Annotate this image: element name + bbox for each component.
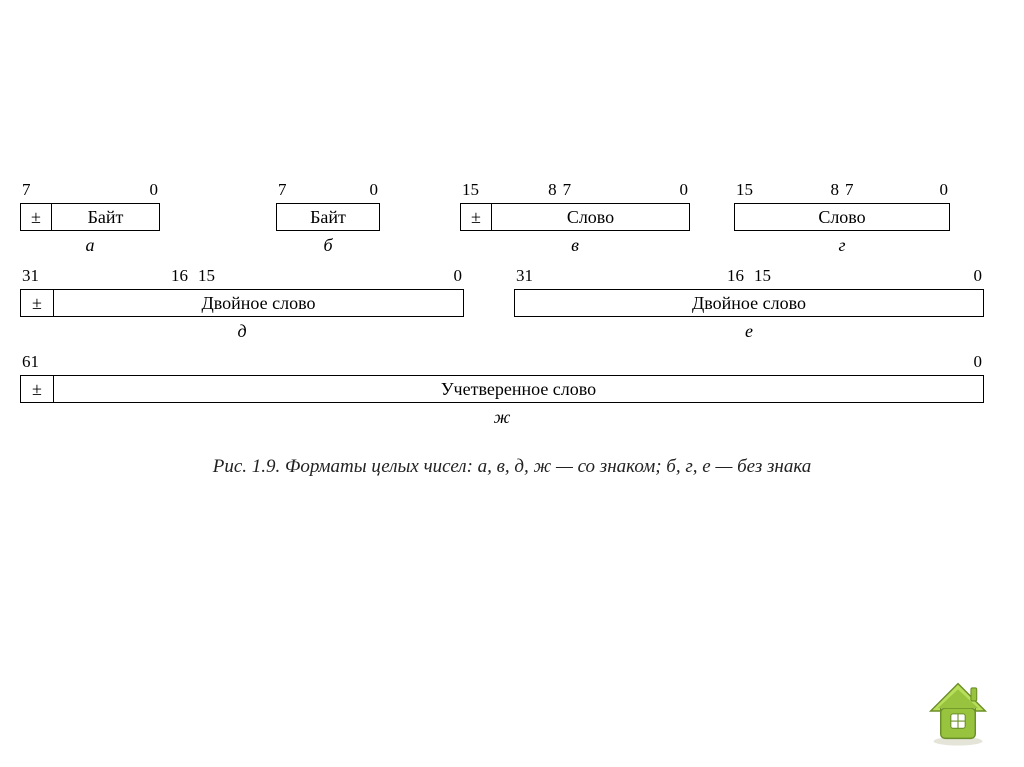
block-f: 31 16 15 0 Двойное слово е: [514, 266, 984, 342]
figure-caption: Рис. 1.9. Форматы целых чисел: а, в, д, …: [20, 456, 1004, 478]
sub-f: е: [745, 321, 753, 342]
row-byte-word: 7 0 ± Байт а 7 0 Байт б 15: [20, 180, 1004, 256]
body-cell-b: Байт: [276, 203, 380, 231]
bit-lo: 0: [868, 266, 982, 286]
bit-lo: 0: [90, 180, 158, 200]
sub-d: г: [838, 235, 845, 256]
sign-cell-g: ±: [20, 375, 54, 403]
bit-hi: 15: [736, 180, 788, 200]
bit-midlo: 7: [845, 180, 897, 200]
block-g: 61 0 ± Учетверенное слово ж: [20, 352, 984, 428]
bit-lo: 0: [625, 180, 688, 200]
bit-lo: 0: [502, 352, 982, 372]
bit-midlo: 7: [563, 180, 626, 200]
sign-cell-e: ±: [20, 289, 54, 317]
block-d: 15 8 7 0 Слово г: [734, 180, 950, 256]
sub-b: б: [323, 235, 332, 256]
block-e: 31 16 15 0 ± Двойное слово д: [20, 266, 464, 342]
bit-midhi: 16: [56, 266, 188, 286]
sub-g: ж: [494, 407, 511, 428]
bit-midhi: 16: [630, 266, 744, 286]
row-dword: 31 16 15 0 ± Двойное слово д 31 16 15 0: [20, 266, 1004, 342]
bit-midhi: 8: [788, 180, 840, 200]
bit-lo: 0: [897, 180, 949, 200]
sub-c: в: [571, 235, 579, 256]
sub-a: а: [86, 235, 95, 256]
diagram-container: 7 0 ± Байт а 7 0 Байт б 15: [20, 180, 1004, 478]
block-c: 15 8 7 0 ± Слово в: [460, 180, 690, 256]
sign-cell-c: ±: [460, 203, 492, 231]
body-cell-a: Байт: [52, 203, 160, 231]
row-qword: 61 0 ± Учетверенное слово ж: [20, 352, 1004, 428]
bit-hi: 15: [462, 180, 494, 200]
bit-lo: 0: [330, 266, 462, 286]
bit-midlo: 15: [754, 266, 868, 286]
bit-midlo: 15: [198, 266, 330, 286]
sign-cell-a: ±: [20, 203, 52, 231]
home-icon[interactable]: [922, 675, 994, 747]
body-cell-g: Учетверенное слово: [54, 375, 984, 403]
body-cell-e: Двойное слово: [54, 289, 464, 317]
bit-hi: 61: [22, 352, 502, 372]
bit-hi: 31: [22, 266, 56, 286]
bit-midhi: 8: [494, 180, 557, 200]
sub-e: д: [237, 321, 246, 342]
body-cell-c: Слово: [492, 203, 690, 231]
bit-lo: 0: [328, 180, 378, 200]
bit-hi: 7: [278, 180, 328, 200]
bit-hi: 7: [22, 180, 90, 200]
block-b: 7 0 Байт б: [276, 180, 380, 256]
body-cell-f: Двойное слово: [514, 289, 984, 317]
bit-hi: 31: [516, 266, 630, 286]
block-a: 7 0 ± Байт а: [20, 180, 160, 256]
body-cell-d: Слово: [734, 203, 950, 231]
